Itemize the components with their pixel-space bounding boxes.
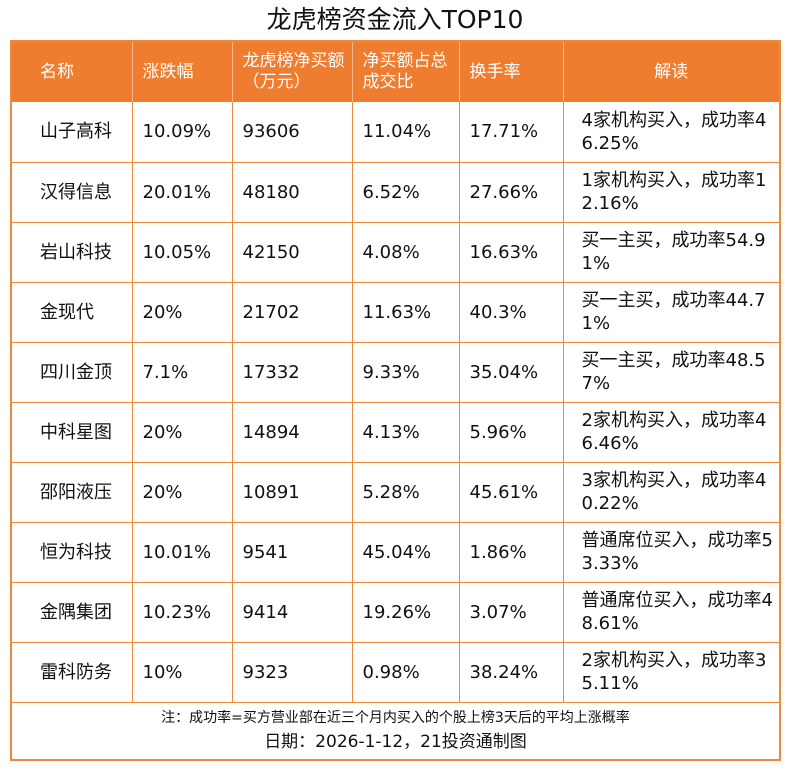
cell-change: 20% — [132, 402, 233, 463]
cell-net-buy: 9323 — [232, 642, 353, 703]
cell-interpretation: 1家机构买入，成功率12.16% — [563, 162, 779, 223]
table-row: 金隅集团 10.23% 9414 19.26% 3.07% 普通席位买入，成功率48.61… — [12, 582, 779, 643]
cell-interpretation: 买一主买，成功率44.71% — [563, 282, 779, 343]
cell-name: 雷科防务 — [12, 642, 133, 703]
header-interpretation: 解读 — [563, 42, 779, 102]
table-row: 邵阳液压 20% 10891 5.28% 45.61% 3家机构买入，成功率40.22% — [12, 462, 779, 523]
header-change: 涨跌幅 — [132, 42, 233, 102]
cell-change: 7.1% — [132, 342, 233, 403]
footnote: 注：成功率=买方营业部在近三个月内买入的个股上榜3天后的平均上涨概率 日期：20… — [12, 702, 779, 759]
table-row: 汉得信息 20.01% 48180 6.52% 27.66% 1家机构买入，成功率12.1… — [12, 162, 779, 223]
cell-net-ratio: 45.04% — [352, 522, 460, 583]
table-row: 雷科防务 10% 9323 0.98% 38.24% 2家机构买入，成功率35.11% — [12, 642, 779, 703]
cell-net-buy: 10891 — [232, 462, 353, 523]
header-name: 名称 — [12, 42, 133, 102]
note-text: 注：成功率=买方营业部在近三个月内买入的个股上榜3天后的平均上涨概率 — [161, 710, 630, 726]
cell-name: 邵阳液压 — [12, 462, 133, 523]
cell-net-buy: 9414 — [232, 582, 353, 643]
cell-change: 20% — [132, 462, 233, 523]
cell-interpretation: 买一主买，成功率48.57% — [563, 342, 779, 403]
cell-interpretation: 2家机构买入，成功率35.11% — [563, 642, 779, 703]
cell-net-buy: 93606 — [232, 102, 353, 163]
cell-net-ratio: 11.63% — [352, 282, 460, 343]
cell-net-buy: 9541 — [232, 522, 353, 583]
cell-net-ratio: 9.33% — [352, 342, 460, 403]
cell-net-buy: 14894 — [232, 402, 353, 463]
cell-change: 10.05% — [132, 222, 233, 283]
cell-turnover: 40.3% — [459, 282, 564, 343]
cell-interpretation: 3家机构买入，成功率40.22% — [563, 462, 779, 523]
header-net-buy: 龙虎榜净买额（万元） — [232, 42, 353, 102]
cell-net-ratio: 5.28% — [352, 462, 460, 523]
data-table-frame: 名称 涨跌幅 龙虎榜净买额（万元） 净买额占总成交比 换手率 解读 山子高科 10… — [10, 40, 781, 761]
cell-net-ratio: 6.52% — [352, 162, 460, 223]
cell-name: 恒为科技 — [12, 522, 133, 583]
cell-net-ratio: 11.04% — [352, 102, 460, 163]
cell-net-ratio: 0.98% — [352, 642, 460, 703]
cell-net-buy: 17332 — [232, 342, 353, 403]
cell-net-buy: 21702 — [232, 282, 353, 343]
table-row: 金现代 20% 21702 11.63% 40.3% 买一主买，成功率44.71% — [12, 282, 779, 343]
table-row: 四川金顶 7.1% 17332 9.33% 35.04% 买一主买，成功率48.57% — [12, 342, 779, 403]
cell-net-ratio: 19.26% — [352, 582, 460, 643]
header-net-ratio: 净买额占总成交比 — [352, 42, 460, 102]
cell-change: 10.01% — [132, 522, 233, 583]
cell-net-ratio: 4.08% — [352, 222, 460, 283]
cell-turnover: 27.66% — [459, 162, 564, 223]
cell-name: 中科星图 — [12, 402, 133, 463]
table-row: 山子高科 10.09% 93606 11.04% 17.71% 4家机构买入，成功率46.… — [12, 102, 779, 163]
cell-name: 金隅集团 — [12, 582, 133, 643]
cell-turnover: 16.63% — [459, 222, 564, 283]
cell-change: 20% — [132, 282, 233, 343]
cell-interpretation: 普通席位买入，成功率53.33% — [563, 522, 779, 583]
cell-interpretation: 4家机构买入，成功率46.25% — [563, 102, 779, 163]
cell-name: 金现代 — [12, 282, 133, 343]
table-row: 岩山科技 10.05% 42150 4.08% 16.63% 买一主买，成功率54.91% — [12, 222, 779, 283]
cell-interpretation: 普通席位买入，成功率48.61% — [563, 582, 779, 643]
cell-turnover: 45.61% — [459, 462, 564, 523]
cell-name: 岩山科技 — [12, 222, 133, 283]
cell-net-buy: 42150 — [232, 222, 353, 283]
table-row: 中科星图 20% 14894 4.13% 5.96% 2家机构买入，成功率46.46% — [12, 402, 779, 463]
header-turnover: 换手率 — [459, 42, 564, 102]
cell-change: 10% — [132, 642, 233, 703]
footer-credit: 日期：2026-1-12，21投资通制图 — [264, 732, 527, 752]
cell-net-ratio: 4.13% — [352, 402, 460, 463]
cell-change: 20.01% — [132, 162, 233, 223]
cell-turnover: 17.71% — [459, 102, 564, 163]
cell-turnover: 3.07% — [459, 582, 564, 643]
cell-interpretation: 2家机构买入，成功率46.46% — [563, 402, 779, 463]
cell-name: 山子高科 — [12, 102, 133, 163]
cell-turnover: 1.86% — [459, 522, 564, 583]
cell-net-buy: 48180 — [232, 162, 353, 223]
cell-change: 10.23% — [132, 582, 233, 643]
cell-turnover: 38.24% — [459, 642, 564, 703]
ranking-table: 名称 涨跌幅 龙虎榜净买额（万元） 净买额占总成交比 换手率 解读 山子高科 10… — [12, 42, 779, 703]
cell-turnover: 5.96% — [459, 402, 564, 463]
cell-name: 汉得信息 — [12, 162, 133, 223]
cell-name: 四川金顶 — [12, 342, 133, 403]
cell-change: 10.09% — [132, 102, 233, 163]
cell-turnover: 35.04% — [459, 342, 564, 403]
page-title: 龙虎榜资金流入TOP10 — [266, 5, 524, 34]
cell-interpretation: 买一主买，成功率54.91% — [563, 222, 779, 283]
table-row: 恒为科技 10.01% 9541 45.04% 1.86% 普通席位买入，成功率53.33… — [12, 522, 779, 583]
table-header-row: 名称 涨跌幅 龙虎榜净买额（万元） 净买额占总成交比 换手率 解读 — [12, 42, 779, 102]
